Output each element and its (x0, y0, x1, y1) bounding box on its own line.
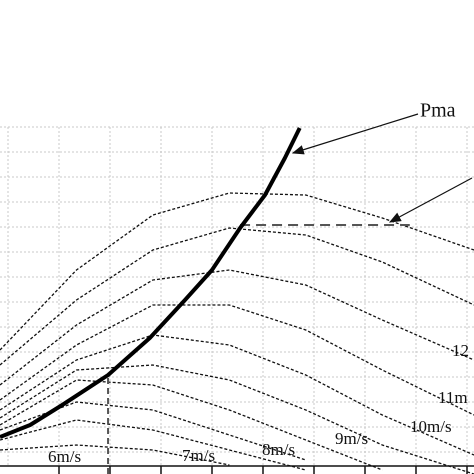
grid (0, 126, 474, 474)
power-curve (0, 379, 383, 471)
annotation: 6m/s (48, 447, 81, 466)
pmax-curve (0, 127, 302, 439)
annotation: 7m/s (182, 446, 215, 465)
power-curve (0, 227, 474, 366)
annotation: 10m/s (410, 417, 452, 436)
annotation: Pma (420, 100, 456, 122)
power-curve (0, 304, 474, 416)
power-curve (0, 401, 307, 461)
annotation: 11m (438, 388, 468, 407)
annotation: 12 (452, 341, 469, 360)
arrow (388, 177, 473, 223)
power-curve (0, 334, 474, 456)
power-curve (0, 444, 230, 466)
arrow (291, 113, 419, 155)
power-curve (0, 269, 474, 386)
power-curve (0, 364, 474, 474)
plot (0, 127, 474, 474)
annotation: 8m/s (262, 440, 295, 459)
annotation: 9m/s (335, 429, 368, 448)
power-curve (0, 192, 474, 351)
power-curve (0, 419, 306, 471)
